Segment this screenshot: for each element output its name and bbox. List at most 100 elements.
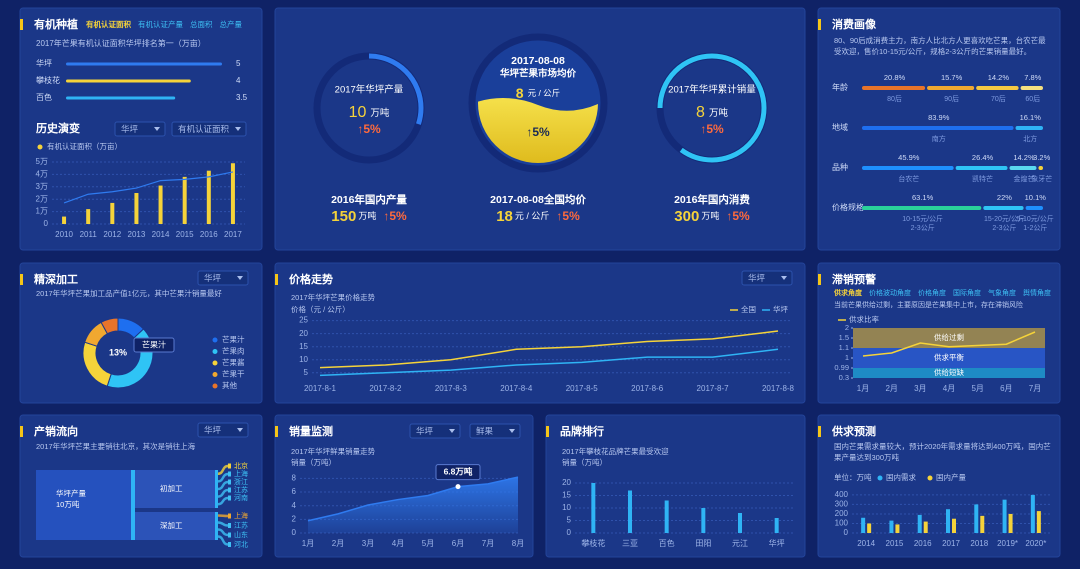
bar: [664, 500, 669, 533]
dropdown[interactable]: [741, 270, 793, 286]
bar: [861, 517, 866, 533]
bar-label: 攀枝花: [36, 75, 60, 85]
note: 80、90后成消费主力，南方人比北方人更喜欢吃芒果，台农芒最受欢迎，售价10-1…: [834, 36, 1046, 56]
legend-label: 芒果酱: [222, 357, 245, 367]
bar-label: 百色: [36, 92, 52, 102]
y-tick-label: 2: [845, 323, 849, 332]
x-tick-label: 2018: [970, 539, 988, 548]
dropdown[interactable]: [197, 270, 249, 286]
y-tick-label: 4万: [36, 170, 48, 179]
segment: [1025, 206, 1043, 210]
flow-target: [228, 513, 231, 519]
tab[interactable]: 供求角度: [833, 288, 863, 297]
tooltip: [133, 337, 175, 353]
x-tick-label: 7月: [1029, 384, 1041, 393]
tooltip-label: 6.8万吨: [444, 466, 473, 476]
dropdown[interactable]: [197, 422, 249, 438]
dropdown-arrow: [235, 127, 241, 131]
bar: [66, 62, 222, 66]
segment-label: 10-15元/公斤: [902, 214, 943, 223]
dropdown[interactable]: [171, 121, 247, 137]
x-tick-label: 2月: [885, 384, 897, 393]
subtitle: 2017年芒果有机认证面积华坪排名第一（万亩）: [36, 38, 206, 48]
compare-title: 2016年国内消费: [674, 193, 750, 206]
line: [862, 331, 1036, 357]
tab[interactable]: 总面积: [190, 19, 213, 29]
bar: [1002, 499, 1007, 533]
panel-title: 消费画像: [832, 17, 877, 31]
x-tick-label: 2017: [224, 230, 242, 239]
flow-source-value: 10万吨: [56, 499, 80, 509]
panel-title: 品牌排行: [560, 424, 604, 438]
dropdown[interactable]: [114, 121, 166, 137]
segment: [955, 166, 1008, 170]
x-tick-label: 田阳: [695, 539, 711, 548]
x-tick-label: 2016: [914, 539, 932, 548]
panel-accent: [546, 426, 549, 437]
legend-label: 芒果肉: [222, 345, 245, 355]
tab[interactable]: 总产量: [220, 19, 243, 29]
y-tick-label: 15: [562, 491, 571, 500]
flow-target: [228, 532, 231, 538]
panel-accent: [20, 274, 23, 285]
value-part: 8: [516, 85, 524, 101]
x-tick-label: 2017-8-1: [304, 384, 337, 393]
dropdown-label: 华坪: [204, 425, 222, 435]
segment: [1015, 126, 1043, 130]
x-tick-label: 2016: [200, 230, 218, 239]
tab[interactable]: 有机认证面积: [86, 19, 131, 29]
flow-target-label: 江苏: [234, 520, 248, 529]
y-tick-label: 5: [567, 516, 572, 525]
x-tick-label: 元江: [732, 539, 748, 548]
line: [63, 171, 234, 204]
tab[interactable]: 国际角度: [953, 288, 981, 297]
dropdown-arrow: [237, 428, 243, 432]
band: [853, 368, 1045, 378]
bar: [628, 490, 632, 533]
dropdown-label: 鲜果: [476, 426, 494, 436]
value-label: 20.8%: [884, 73, 906, 82]
bar: [980, 515, 985, 533]
tab[interactable]: 价格波动角度: [869, 288, 911, 297]
tab[interactable]: 价格角度: [918, 288, 946, 297]
legend-label: 华坪: [773, 304, 788, 314]
value-label: 5: [236, 59, 241, 68]
value-label: 45.9%: [898, 153, 920, 162]
tab[interactable]: 舆情角度: [1023, 288, 1051, 297]
value-label: 83.9%: [928, 113, 950, 122]
value-label: 14.2%: [988, 73, 1010, 82]
legend-marker: [37, 144, 43, 150]
dropdown[interactable]: [409, 423, 461, 439]
y-tick-label: 0.3: [839, 373, 849, 382]
note: 2017年华坪芒果主要销往北京，其次是销往上海: [36, 442, 196, 451]
value-line: 18 元 / 公斤 ↑5%: [496, 208, 580, 225]
value-label: 16.1%: [1020, 113, 1042, 122]
tab[interactable]: 气象角度: [988, 288, 1016, 297]
panel-accent: [818, 19, 821, 30]
tab[interactable]: 有机认证产量: [138, 19, 183, 29]
bar: [1008, 513, 1013, 533]
flow-branch-label: 深加工: [160, 520, 183, 530]
segment: [1009, 166, 1037, 170]
panel-title: 产销流向: [34, 424, 78, 438]
segment-label: 5-10元/公斤: [1017, 214, 1054, 223]
flow-target: [228, 495, 231, 501]
note: 当前芒果供给过剩，主要原因是芒果集中上市，存在滞销风险: [834, 302, 1023, 309]
bar: [917, 514, 922, 533]
x-tick-label: 2012: [103, 230, 121, 239]
value-part: 万吨: [701, 210, 719, 221]
flow-target-label: 北京: [234, 461, 248, 470]
x-tick-label: 4月: [943, 384, 955, 393]
flow-link: [217, 521, 229, 527]
segment-label: 15-20元/公斤: [984, 214, 1025, 223]
x-tick-label: 2015: [886, 539, 904, 548]
panel: [817, 414, 1061, 558]
gauge-arc: [657, 53, 767, 163]
segment-label: 台农芒: [898, 174, 919, 183]
legend-marker: [212, 337, 218, 343]
dropdown-arrow: [237, 276, 243, 280]
bar: [86, 209, 91, 224]
flow-branch: [135, 470, 215, 508]
dropdown[interactable]: [469, 423, 521, 439]
value-part: 300: [674, 208, 699, 225]
